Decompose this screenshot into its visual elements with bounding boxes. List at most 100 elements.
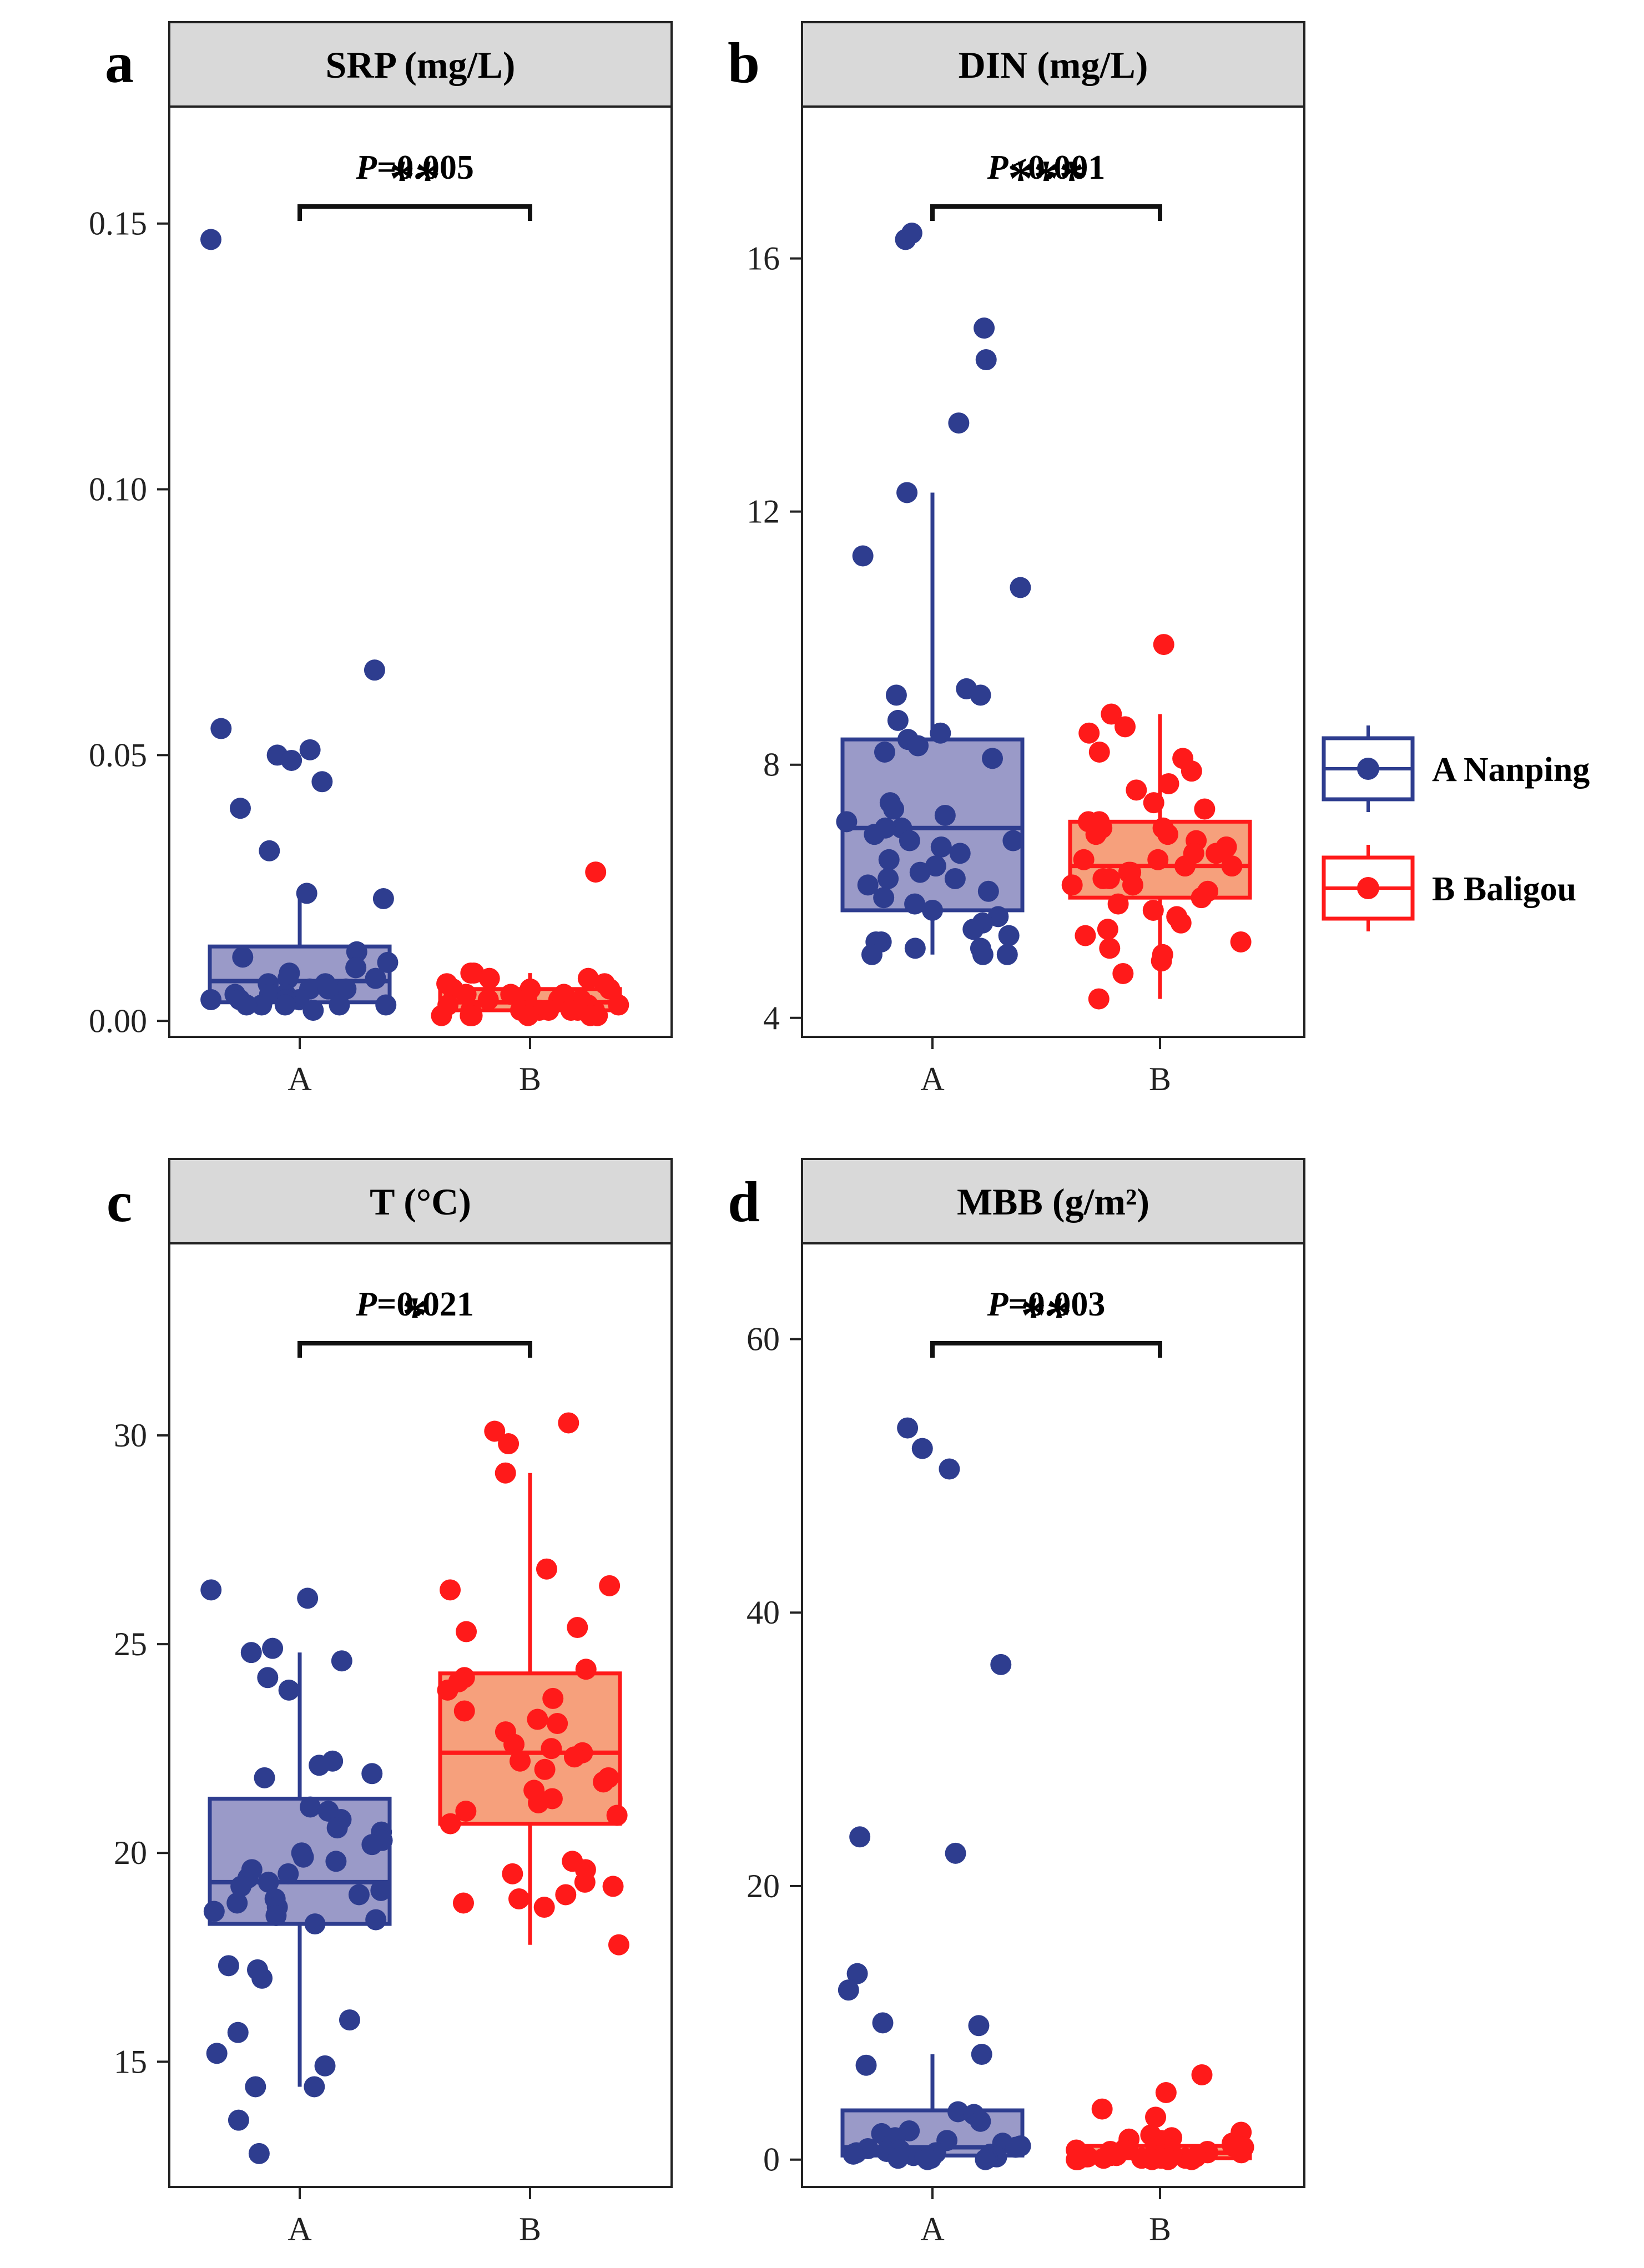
data-point-A (971, 2044, 992, 2065)
data-point-A (944, 868, 966, 889)
data-point-A (326, 1817, 348, 1839)
data-point-B (1088, 741, 1110, 763)
data-point-B (1098, 868, 1120, 889)
data-point-B (1097, 919, 1118, 940)
p-value: =0.005 (377, 149, 474, 187)
panel-letter: a (105, 31, 134, 95)
legend-label-B: B Baligou (1432, 870, 1576, 908)
data-point-A (917, 2149, 939, 2170)
data-point-A (262, 1637, 284, 1659)
data-point-B (1157, 824, 1178, 845)
data-point-B (1143, 792, 1164, 814)
data-point-B (1141, 2149, 1163, 2170)
data-point-B (534, 1758, 556, 1780)
data-point-A (281, 749, 302, 771)
data-point-A (259, 840, 280, 861)
data-point-B (1181, 2149, 1203, 2170)
data-point-A (299, 739, 321, 760)
data-point-A (226, 1892, 248, 1914)
data-point-B (455, 984, 477, 1005)
data-point-B (1145, 2106, 1167, 2128)
data-point-B (478, 967, 500, 989)
data-point-A (296, 883, 317, 904)
data-point-B (1088, 988, 1110, 1010)
data-point-A (210, 718, 232, 739)
data-point-A (909, 861, 931, 883)
data-point-B (1170, 912, 1192, 934)
data-point-B (1157, 2149, 1179, 2170)
significance-bracket (930, 204, 1162, 221)
data-point-A (331, 1650, 352, 1672)
data-point-A (200, 989, 222, 1010)
data-point-B (593, 1771, 614, 1793)
data-point-A (277, 967, 299, 989)
panel-d: MBB (g/m²) d 0 20 40 60 A B P=0.003** (728, 1158, 1305, 2247)
data-point-A (206, 2043, 228, 2064)
data-point-B (1181, 760, 1202, 782)
panel-letter: d (728, 1170, 760, 1234)
data-point-B (1231, 2142, 1252, 2164)
data-point-B (1206, 843, 1227, 864)
x-tick-label: A (288, 1061, 311, 1097)
data-point-B (575, 1659, 597, 1680)
x-tick-label: B (1149, 1061, 1171, 1097)
data-point-B (452, 1892, 474, 1914)
y-tick-label: 0.00 (89, 1002, 147, 1039)
data-point-A (335, 978, 357, 1000)
data-point-B (527, 1708, 548, 1730)
data-point-A (230, 1876, 252, 1897)
data-point-A (372, 888, 394, 909)
data-point-B (1155, 2082, 1177, 2103)
x-tick-label: A (288, 2211, 311, 2247)
data-point-A (907, 735, 929, 757)
data-point-A (274, 994, 296, 1016)
data-point-A (934, 804, 956, 826)
data-point-A (348, 1884, 370, 1906)
data-point-A (849, 1826, 871, 1848)
data-point-A (364, 659, 385, 681)
y-tick-label: 15 (114, 2043, 147, 2080)
p-value: <0.001 (1008, 149, 1106, 187)
data-point-B (1073, 849, 1095, 870)
p-value-label: P=0.021 (355, 1286, 474, 1323)
data-point-A (975, 2149, 996, 2170)
data-point-A (998, 925, 1020, 946)
panel-letter: b (728, 31, 760, 95)
data-point-A (843, 2143, 864, 2165)
data-point-A (240, 1642, 262, 1664)
data-point-B (495, 1462, 516, 1484)
data-point-A (974, 317, 995, 339)
data-point-A (975, 349, 997, 371)
data-point-A (930, 836, 952, 858)
y-tick-label: 25 (114, 1626, 147, 1662)
data-point-A (939, 1458, 960, 1480)
data-point-A (248, 2143, 270, 2164)
data-point-A (922, 899, 944, 921)
data-point-A (302, 1000, 324, 1021)
y-tick-label: 40 (747, 1594, 780, 1631)
data-point-A (855, 2054, 877, 2076)
data-point-A (304, 1913, 326, 1935)
data-point-B (577, 967, 599, 989)
data-point-B (1142, 899, 1164, 921)
y-tick-label: 30 (114, 1417, 147, 1454)
data-point-A (861, 944, 882, 965)
data-point-A (370, 1879, 392, 1901)
data-point-A (218, 1955, 239, 1977)
data-point-A (314, 2055, 336, 2077)
y-tick-label: 0 (763, 2141, 780, 2178)
p-symbol: P (987, 149, 1009, 187)
significance-bracket (930, 1341, 1162, 1358)
panel-letter: c (107, 1170, 132, 1234)
data-point-A (375, 994, 397, 1016)
data-point-A (377, 951, 399, 973)
significance-bracket (297, 204, 532, 221)
p-value: =0.003 (1008, 1286, 1106, 1323)
data-point-B (599, 978, 621, 1000)
data-point-A (904, 938, 926, 959)
data-point-B (538, 1000, 559, 1021)
data-point-B (460, 1005, 481, 1026)
data-point-A (897, 1417, 919, 1439)
data-point-B (1107, 893, 1129, 915)
data-point-A (293, 1846, 314, 1868)
